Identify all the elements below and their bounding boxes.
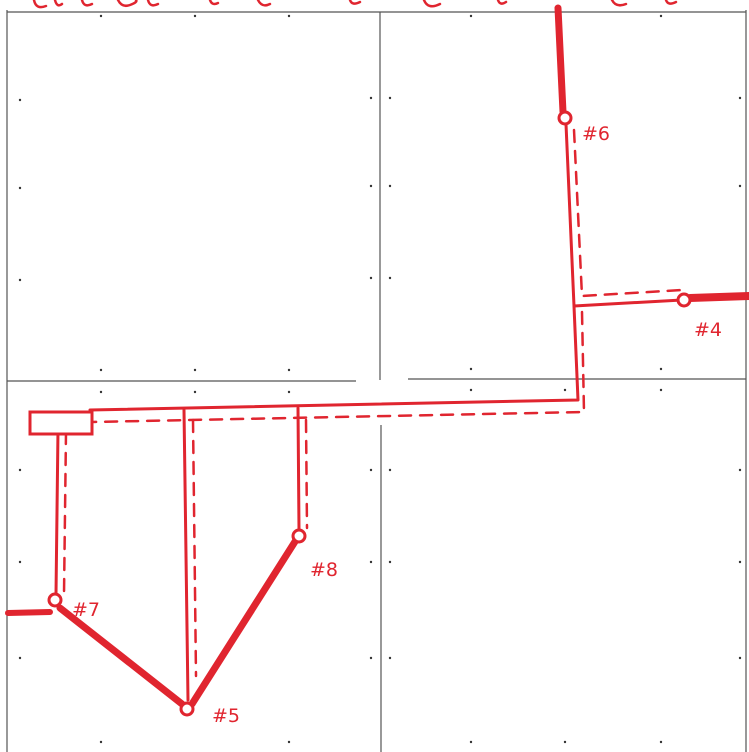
terminal-box — [28, 410, 94, 436]
route-to-7 — [54, 428, 60, 596]
node-8-marker — [291, 528, 307, 544]
dashed-to-5 — [191, 418, 198, 678]
dashed-6-down — [572, 128, 684, 298]
solid-routes — [54, 122, 684, 702]
route-to-5 — [182, 408, 190, 702]
nodes — [47, 110, 692, 717]
node-labels: #6 #4 #8 #7 #5 — [72, 123, 722, 727]
node-5-marker — [179, 701, 195, 717]
node-4-marker — [676, 292, 692, 308]
route-to-8 — [296, 406, 301, 532]
label-node-7: #7 — [72, 599, 100, 621]
route-main-trunk — [88, 304, 580, 412]
label-node-6: #6 — [582, 123, 610, 145]
dashed-trunk — [90, 310, 586, 424]
dashed-routes — [62, 128, 684, 678]
label-node-4: #4 — [694, 319, 722, 341]
feeder-top — [554, 4, 567, 116]
top-edge-handwriting — [32, 0, 678, 9]
label-node-8: #8 — [310, 559, 338, 581]
dashed-to-7 — [62, 430, 68, 596]
node-7-marker — [47, 592, 63, 608]
node-6-marker — [557, 110, 573, 126]
grid-lines — [6, 10, 747, 752]
segment-7-5 — [56, 604, 186, 708]
feeder-left — [5, 609, 53, 616]
feeder-right — [686, 292, 749, 302]
thick-segments — [56, 536, 300, 708]
segment-8-5 — [188, 536, 300, 708]
label-node-5: #5 — [212, 705, 240, 727]
grid-dots — [18, 14, 742, 744]
dashed-to-8 — [304, 418, 309, 530]
thick-feeder-lines — [5, 4, 749, 616]
